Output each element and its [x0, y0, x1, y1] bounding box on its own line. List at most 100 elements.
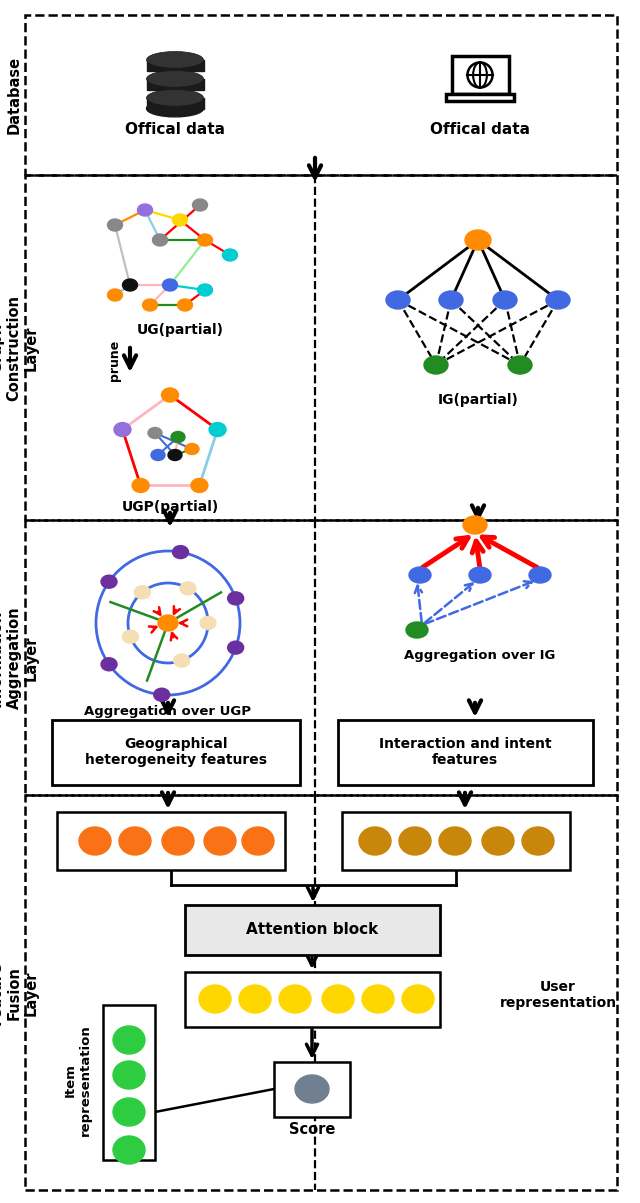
Ellipse shape — [173, 654, 189, 668]
Text: IG(partial): IG(partial) — [438, 393, 518, 407]
Ellipse shape — [198, 235, 212, 245]
Ellipse shape — [177, 300, 193, 312]
Ellipse shape — [242, 826, 274, 855]
Ellipse shape — [151, 450, 165, 461]
Ellipse shape — [406, 622, 428, 638]
Bar — [274, 1062, 350, 1118]
Ellipse shape — [529, 567, 551, 583]
Ellipse shape — [143, 300, 157, 312]
Ellipse shape — [162, 826, 194, 855]
Bar — [147, 97, 204, 108]
Ellipse shape — [209, 422, 226, 437]
Ellipse shape — [147, 89, 204, 106]
Text: UG(partial): UG(partial) — [136, 322, 223, 337]
Ellipse shape — [180, 582, 196, 594]
Ellipse shape — [168, 450, 182, 461]
Ellipse shape — [173, 214, 188, 226]
Ellipse shape — [322, 985, 354, 1013]
Ellipse shape — [148, 427, 162, 439]
Ellipse shape — [161, 389, 179, 402]
Ellipse shape — [200, 616, 216, 629]
Text: Item
representation: Item representation — [64, 1024, 92, 1136]
Text: UGP(partial): UGP(partial) — [122, 500, 219, 514]
Ellipse shape — [424, 356, 448, 374]
Bar — [451, 57, 509, 94]
Ellipse shape — [399, 826, 431, 855]
Text: Geographical
heterogeneity features: Geographical heterogeneity features — [85, 737, 267, 768]
Bar — [446, 94, 514, 101]
Ellipse shape — [158, 615, 178, 632]
Ellipse shape — [482, 826, 514, 855]
Bar — [52, 721, 300, 786]
Bar — [25, 520, 617, 795]
Ellipse shape — [359, 826, 391, 855]
Ellipse shape — [113, 1061, 145, 1089]
Text: Interaction and intent
features: Interaction and intent features — [379, 737, 551, 768]
Ellipse shape — [138, 205, 152, 217]
Text: Aggregation over UGP: Aggregation over UGP — [84, 705, 252, 717]
Ellipse shape — [439, 826, 471, 855]
Ellipse shape — [134, 586, 150, 599]
Ellipse shape — [79, 826, 111, 855]
Bar — [342, 812, 570, 870]
Bar — [185, 905, 440, 955]
Ellipse shape — [171, 432, 185, 443]
Bar — [103, 1005, 155, 1160]
Ellipse shape — [101, 575, 117, 588]
Ellipse shape — [185, 444, 199, 455]
Ellipse shape — [198, 284, 212, 296]
Ellipse shape — [522, 826, 554, 855]
Ellipse shape — [409, 567, 431, 583]
Bar — [147, 60, 204, 71]
Text: Score: Score — [289, 1122, 335, 1138]
Ellipse shape — [119, 826, 151, 855]
Ellipse shape — [163, 279, 177, 291]
Bar — [25, 795, 617, 1190]
Ellipse shape — [152, 235, 168, 245]
Text: Information
Aggregation
Layer: Information Aggregation Layer — [0, 606, 39, 710]
Ellipse shape — [228, 592, 244, 605]
Ellipse shape — [204, 826, 236, 855]
Ellipse shape — [193, 198, 207, 211]
Ellipse shape — [147, 52, 204, 69]
Ellipse shape — [108, 219, 122, 231]
Ellipse shape — [113, 1026, 145, 1054]
Ellipse shape — [463, 516, 487, 534]
Text: Feature
Fusion
Layer: Feature Fusion Layer — [0, 961, 39, 1025]
Ellipse shape — [154, 688, 170, 701]
Ellipse shape — [113, 1098, 145, 1126]
Ellipse shape — [228, 641, 244, 654]
Bar — [25, 174, 617, 520]
Text: Offical data: Offical data — [430, 123, 530, 137]
Ellipse shape — [546, 291, 570, 309]
Ellipse shape — [279, 985, 311, 1013]
Ellipse shape — [132, 479, 149, 492]
Ellipse shape — [122, 630, 138, 644]
Ellipse shape — [469, 567, 491, 583]
Ellipse shape — [191, 479, 208, 492]
Ellipse shape — [295, 1075, 329, 1103]
Ellipse shape — [239, 985, 271, 1013]
Ellipse shape — [439, 291, 463, 309]
Ellipse shape — [147, 100, 204, 117]
Ellipse shape — [465, 230, 491, 250]
Circle shape — [467, 63, 493, 88]
Bar — [57, 812, 285, 870]
Ellipse shape — [402, 985, 434, 1013]
Bar — [25, 14, 617, 174]
Ellipse shape — [493, 291, 517, 309]
Ellipse shape — [108, 289, 122, 301]
Ellipse shape — [173, 546, 189, 558]
Ellipse shape — [223, 249, 237, 261]
Bar — [147, 79, 204, 89]
Text: Offical data: Offical data — [125, 123, 225, 137]
Ellipse shape — [122, 279, 138, 291]
Ellipse shape — [147, 71, 204, 88]
Ellipse shape — [199, 985, 231, 1013]
Text: prune: prune — [109, 339, 122, 380]
Text: Database: Database — [6, 55, 22, 134]
Ellipse shape — [386, 291, 410, 309]
Bar — [338, 721, 593, 786]
Text: Attention block: Attention block — [246, 923, 378, 937]
Bar — [185, 972, 440, 1027]
